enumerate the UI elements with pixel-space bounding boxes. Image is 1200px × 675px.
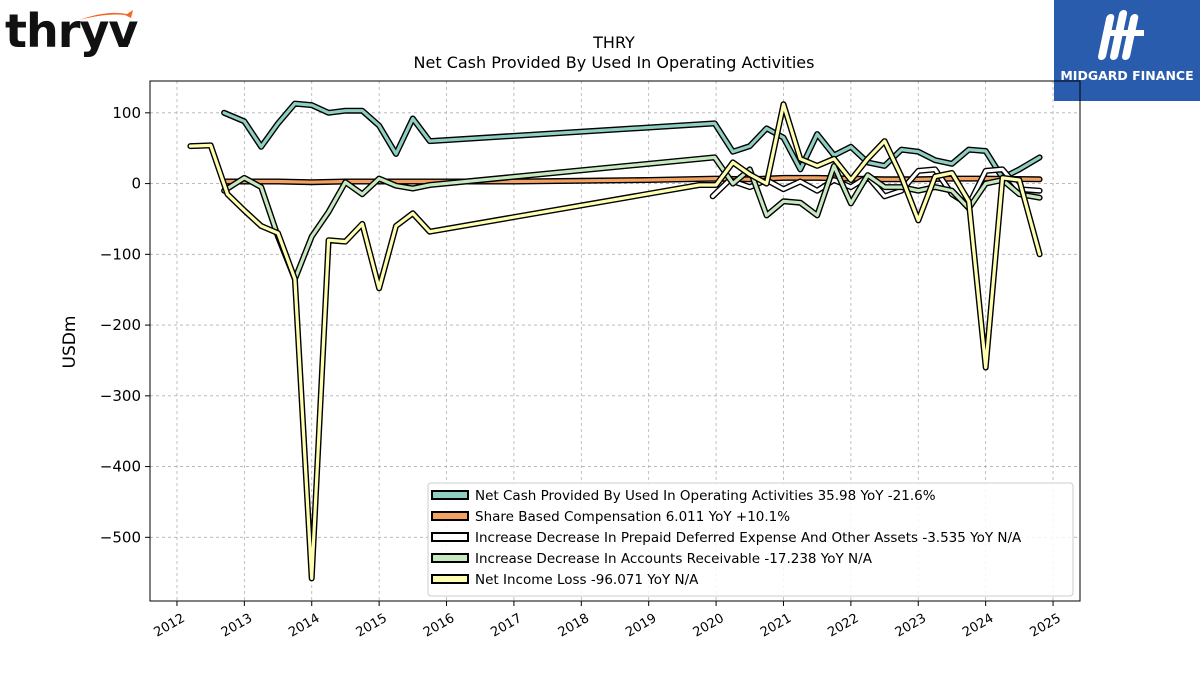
y-tick-label: −200 [100,316,141,334]
x-tick-label: 2019 [623,611,659,641]
legend-swatch [431,511,469,521]
legend-label: Net Cash Provided By Used In Operating A… [475,488,936,504]
legend-swatch [431,553,469,563]
midgard-emblem-icon [1098,10,1144,60]
y-tick-label: 0 [131,175,141,193]
legend-label: Increase Decrease In Accounts Receivable… [475,551,873,567]
y-tick-label: 100 [112,104,141,122]
series-4 [187,101,1043,582]
x-tick-label: 2023 [893,611,929,641]
series-3 [221,154,1043,283]
x-tick-label: 2022 [825,611,861,641]
legend-swatch [431,490,469,500]
x-tick-label: 2014 [286,611,322,641]
series-layer [187,100,1043,582]
y-tick-label: −500 [100,528,141,546]
series-0 [221,100,1043,181]
x-tick-label: 2016 [421,611,457,641]
legend-swatch [431,532,469,542]
chart-subtitle: Net Cash Provided By Used In Operating A… [414,53,815,72]
series-line [222,155,1042,281]
x-tick-label: 2012 [151,611,187,641]
series-line [188,102,1042,581]
publisher-name: MIDGARD FINANCE [1060,68,1194,83]
legend-label: Increase Decrease In Prepaid Deferred Ex… [475,530,1022,546]
x-tick-label: 2020 [691,611,727,641]
chart-title: THRY [592,33,635,52]
x-tick-label: 2021 [758,611,794,641]
y-tick-label: −300 [100,387,141,405]
legend-label: Net Income Loss -96.071 YoY N/A [475,572,699,588]
legend-label: Share Based Compensation 6.011 YoY +10.1… [475,509,790,525]
x-tick-label: 2013 [219,611,255,641]
x-tick-label: 2025 [1028,611,1064,641]
registered-mark: ® [123,38,131,47]
chart-legend: Net Cash Provided By Used In Operating A… [427,482,1074,597]
y-axis-label: USDm [60,316,80,369]
legend-box [427,482,1074,597]
midgard-finance-logo: MIDGARD FINANCE [1054,0,1200,101]
x-tick-label: 2024 [960,611,996,641]
x-tick-label: 2015 [354,611,390,641]
series-line [222,101,1042,180]
x-tick-label: 2017 [488,611,524,641]
x-tick-label: 2018 [556,611,592,641]
y-tick-label: −100 [100,245,141,263]
thryv-logo: thryv ® [5,2,138,60]
legend-swatch [431,574,469,584]
y-tick-label: −400 [100,458,141,476]
thryv-swoosh-icon [79,10,133,20]
plot-frame [149,80,1081,602]
